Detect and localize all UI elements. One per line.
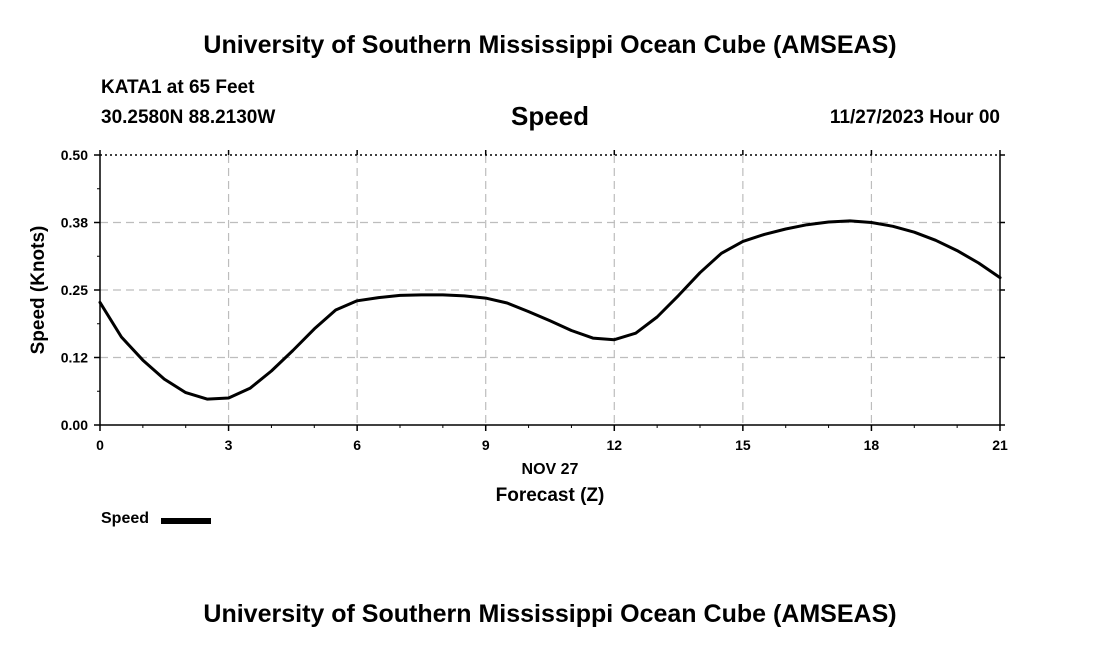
- x-tick-label: 12: [606, 437, 622, 453]
- chart-title: University of Southern Mississippi Ocean…: [203, 31, 897, 59]
- series-line-speed: [98, 219, 1002, 401]
- y-tick-label: 0.12: [61, 350, 88, 366]
- x-tick-label: 0: [96, 437, 104, 453]
- y-tick-label: 0.25: [61, 282, 88, 298]
- x-tick-label: 9: [482, 437, 490, 453]
- x-tick-label: 15: [735, 437, 751, 453]
- x-tick-label: 3: [225, 437, 233, 453]
- x-tick-label: 21: [992, 437, 1008, 453]
- forecast-datetime: 11/27/2023 Hour 00: [829, 107, 1000, 128]
- station-coordinates: 30.2580N 88.2130W: [101, 107, 276, 128]
- series-layer: [98, 219, 1002, 401]
- y-tick-label: 0.00: [61, 417, 88, 433]
- grid-lines: [100, 154, 1000, 425]
- legend-label: Speed: [101, 510, 150, 527]
- y-tick-label: 0.50: [61, 147, 88, 163]
- station-label: KATA1 at 65 Feet: [101, 77, 255, 98]
- y-axis-title: Speed (Knots): [28, 226, 49, 355]
- axes: [94, 150, 1005, 431]
- x-tick-label: 18: [864, 437, 880, 453]
- footer-title: University of Southern Mississippi Ocean…: [203, 600, 897, 628]
- x-tick-label: 6: [353, 437, 361, 453]
- x-axis-sublabel: NOV 27: [522, 461, 579, 478]
- chart-subtitle: Speed: [510, 101, 590, 131]
- y-tick-label: 0.38: [61, 215, 88, 231]
- legend-swatch: [161, 518, 211, 524]
- axis-labels: 0 3 6 9 12 15 18 21 0.00 0.12 0.25 0.38 0.50 NOV 27 Fo…: [28, 147, 1008, 506]
- x-axis-title: Forecast (Z): [496, 485, 605, 506]
